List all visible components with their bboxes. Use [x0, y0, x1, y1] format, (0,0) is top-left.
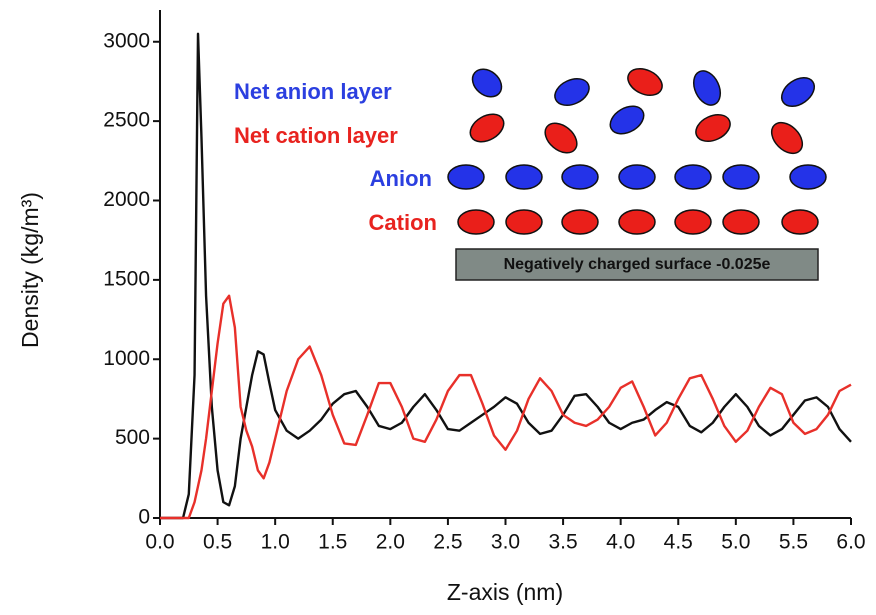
y-tick-label: 500: [115, 426, 150, 449]
annotation: Cation: [369, 210, 437, 235]
annotation: Net cation layer: [234, 123, 398, 148]
x-tick-label: 2.5: [433, 531, 462, 554]
x-tick-label: 1.5: [318, 531, 347, 554]
chart: Z-axis (nm) Density (kg/m³) Negatively c…: [0, 0, 876, 610]
y-tick-label: 1500: [103, 267, 150, 290]
y-tick-label: 2000: [103, 188, 150, 211]
x-tick-label: 2.0: [376, 531, 405, 554]
x-tick-label: 5.0: [721, 531, 750, 554]
y-tick-label: 2500: [103, 109, 150, 132]
y-tick-label: 0: [138, 506, 150, 529]
x-axis-label: Z-axis (nm): [447, 579, 563, 605]
y-axis-label: Density (kg/m³): [17, 192, 43, 348]
x-tick-label: 6.0: [836, 531, 865, 554]
x-tick-label: 3.0: [491, 531, 520, 554]
annotation: Anion: [370, 166, 432, 191]
x-tick-label: 0.5: [203, 531, 232, 554]
inset-ions: [448, 64, 826, 234]
x-tick-label: 1.0: [261, 531, 290, 554]
annotation: Net anion layer: [234, 79, 392, 104]
surface-label: Negatively charged surface -0.025e: [504, 256, 771, 273]
y-tick-label: 3000: [103, 29, 150, 52]
x-tick-label: 5.5: [779, 531, 808, 554]
y-tick-label: 1000: [103, 347, 150, 370]
x-tick-label: 0.0: [145, 531, 174, 554]
x-tick-label: 4.5: [664, 531, 693, 554]
x-tick-label: 4.0: [606, 531, 635, 554]
x-tick-label: 3.5: [548, 531, 577, 554]
